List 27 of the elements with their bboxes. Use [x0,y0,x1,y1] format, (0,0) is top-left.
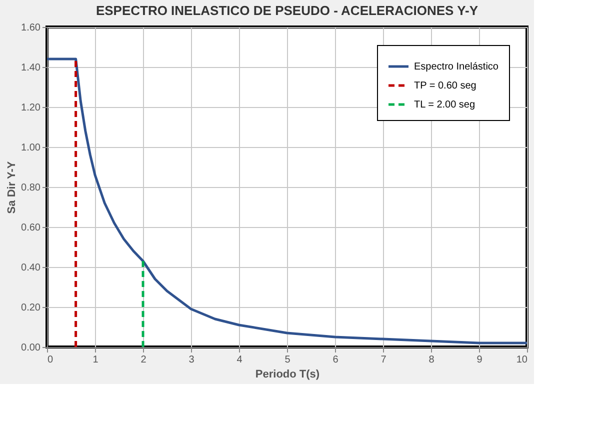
x-tick-label: 8 [428,354,435,366]
x-tick-label: 7 [380,354,387,366]
x-tick-label: 3 [188,354,195,366]
y-tick-label: 0.40 [21,262,41,274]
x-tick-label: 6 [332,354,339,366]
y-tick-label: 0.80 [21,182,41,194]
x-tick-label: 9 [476,354,483,366]
x-tick-label: 4 [236,354,243,366]
chart-title: ESPECTRO INELASTICO DE PSEUDO - ACELERACIONES Y-Y [96,3,478,18]
y-tick-label: 1.40 [21,62,41,74]
x-tick-label: 10 [516,354,528,366]
x-axis-title: Periodo T(s) [255,368,320,380]
y-axis-title: Sa Dir Y-Y [6,160,18,214]
legend-label: Espectro Inelástico [414,62,499,72]
x-tick-label: 5 [284,354,291,366]
y-tick-label: 0.60 [21,222,41,234]
y-tick-label: 0.00 [21,342,41,354]
y-tick-label: 1.20 [21,102,41,114]
legend-label: TP = 0.60 seg [414,80,476,92]
x-tick-label: 0 [48,354,54,366]
line-series [46,58,528,344]
x-tick-label: 2 [140,354,147,366]
y-tick-label: 1.60 [21,22,41,34]
y-tick-label: 1.00 [21,142,41,154]
x-tick-label: 1 [92,354,99,366]
y-tick-label: 0.20 [21,302,41,314]
legend-label: TL = 2.00 seg [414,100,476,110]
